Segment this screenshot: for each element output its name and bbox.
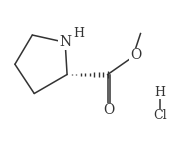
Text: O: O — [130, 48, 141, 62]
Text: Cl: Cl — [153, 109, 167, 122]
Text: H: H — [73, 27, 84, 40]
Text: O: O — [103, 103, 114, 117]
Text: H: H — [154, 86, 165, 98]
Text: N: N — [59, 35, 71, 49]
